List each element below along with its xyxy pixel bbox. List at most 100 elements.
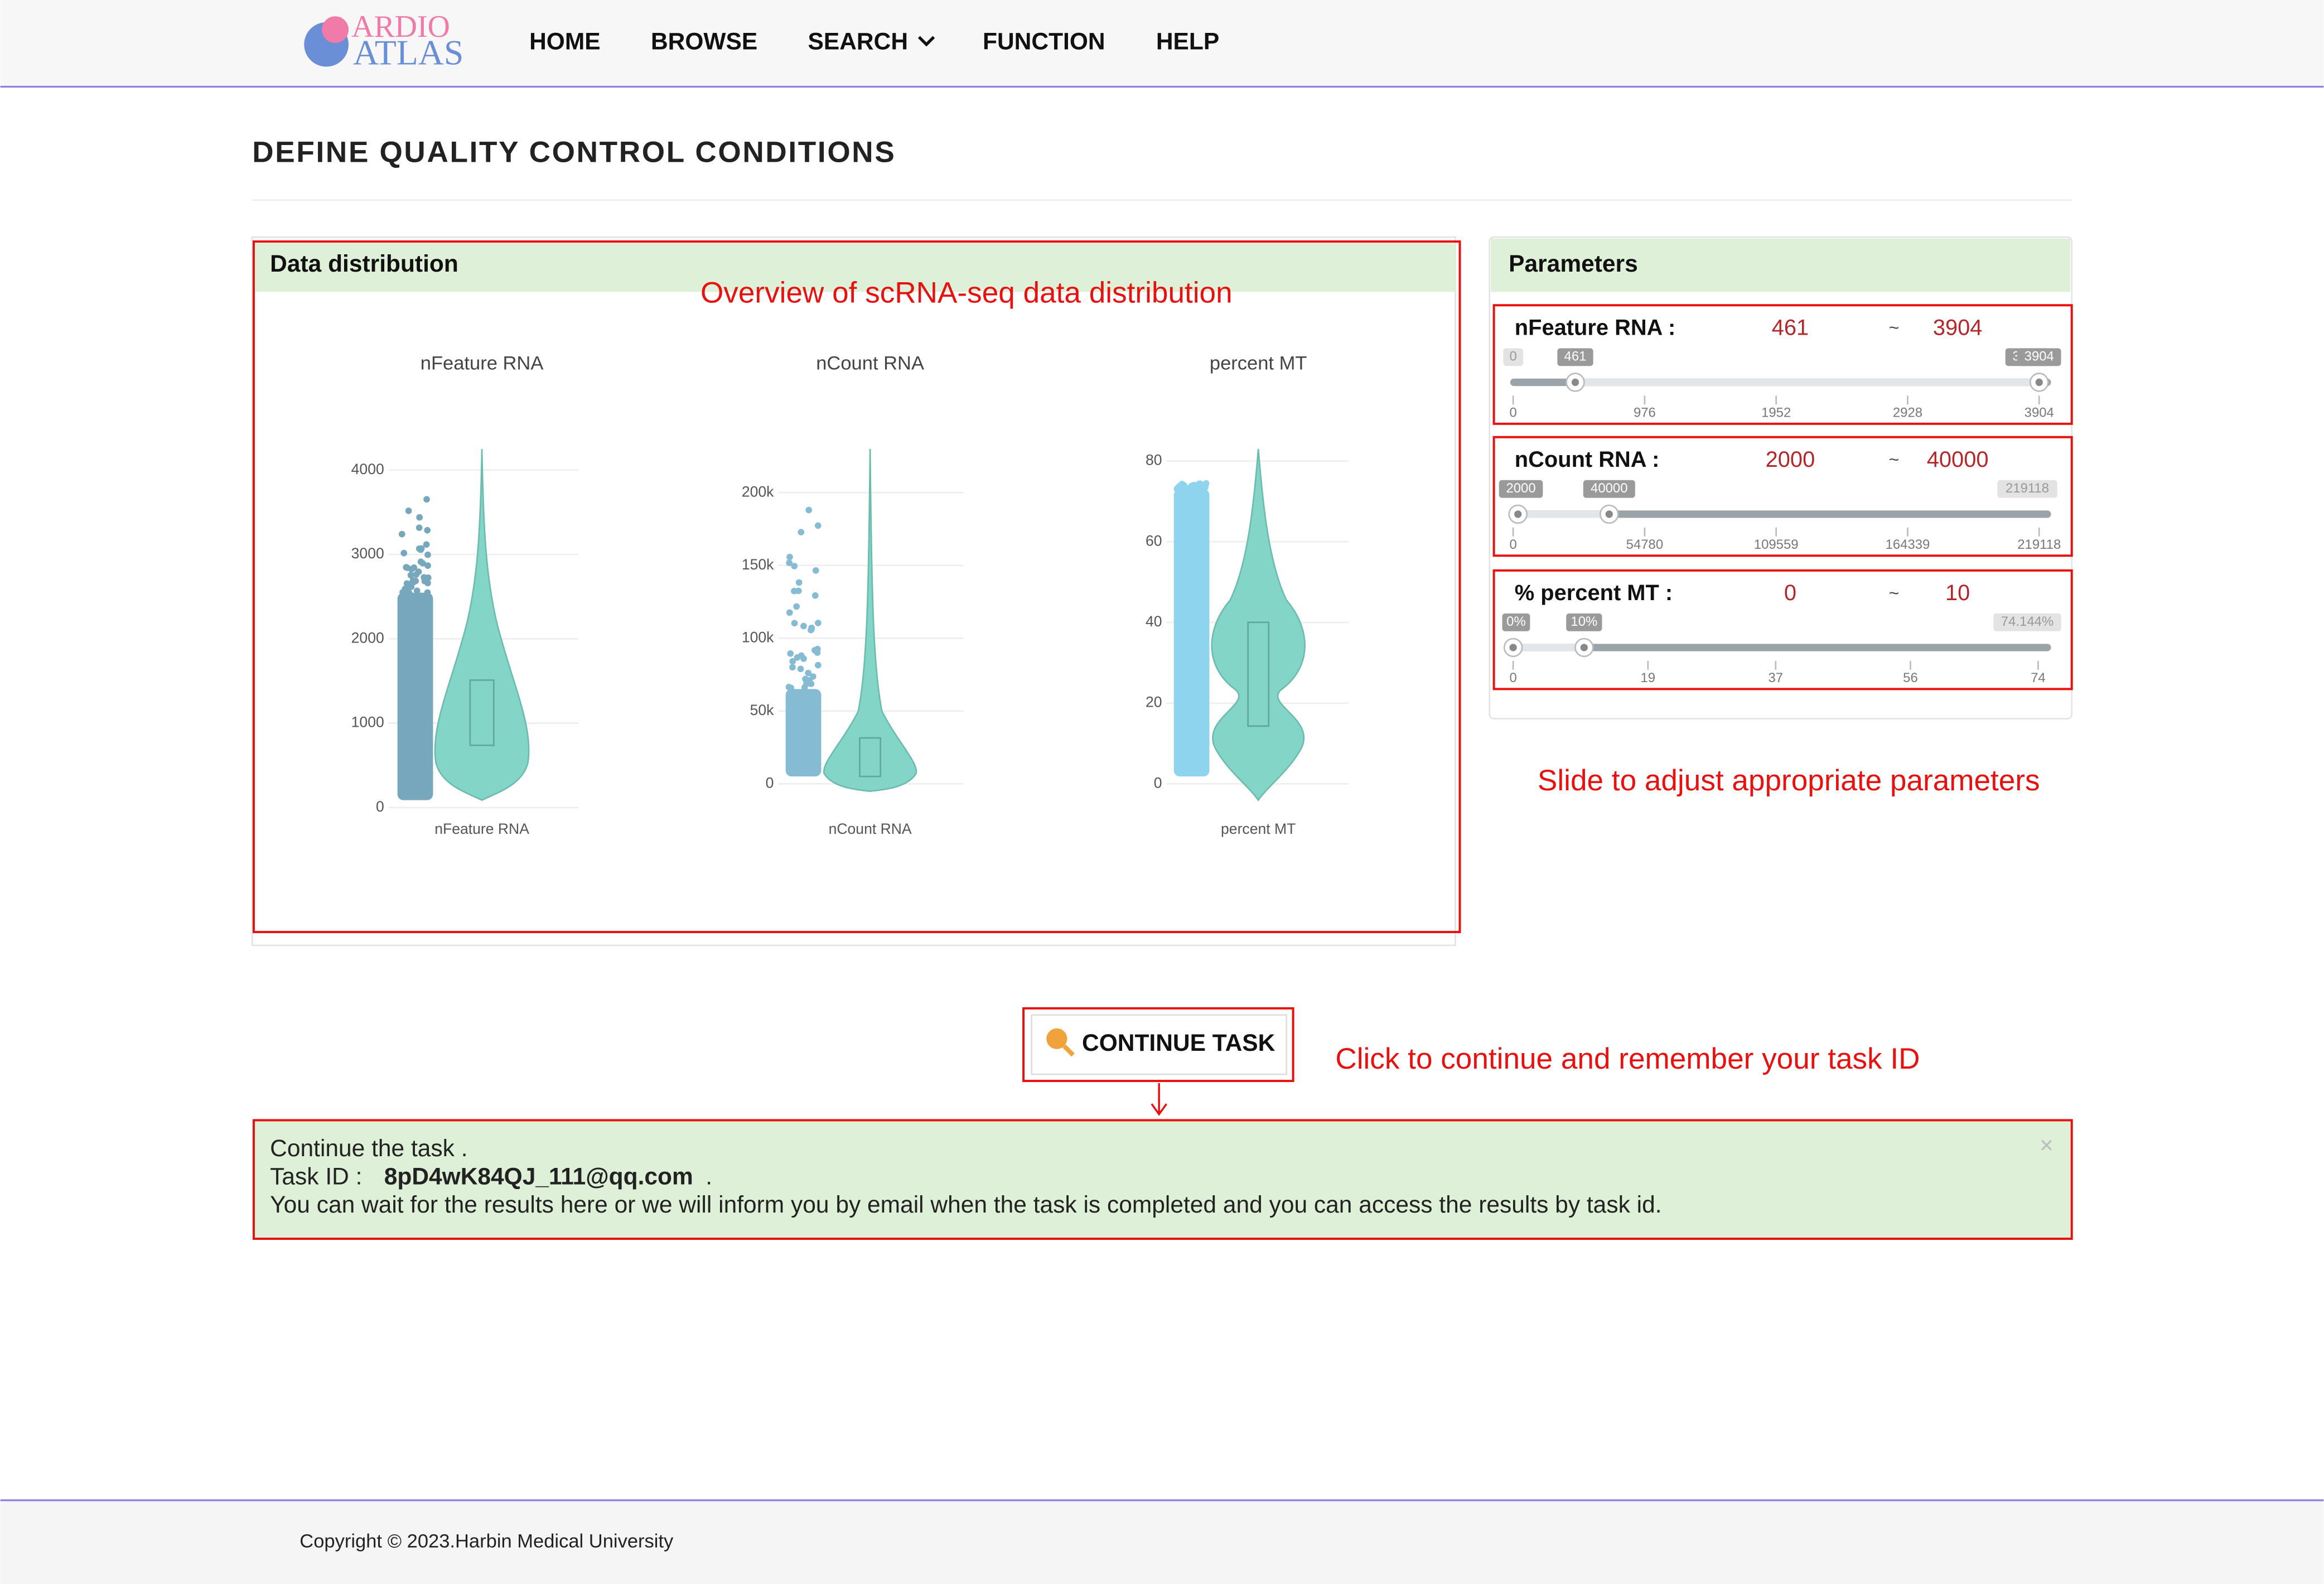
jitter-point [814, 620, 822, 626]
slider-low-badge [1557, 348, 1593, 366]
nav-item[interactable]: FUNCTION [983, 28, 1105, 55]
slider-tick-label: 56 [1903, 670, 1918, 685]
jitter-point [1175, 485, 1182, 492]
jitter-point [404, 589, 411, 596]
range-separator: ~ [1889, 450, 1900, 470]
violin [1211, 448, 1306, 801]
jitter-point [789, 664, 796, 671]
slider-low-label: 2000 [1506, 481, 1535, 496]
y-tick-label: 100k [742, 629, 774, 645]
task-id-label: Task ID : [270, 1163, 362, 1190]
jitter-point [808, 624, 815, 631]
annotation: Overview of scRNA-seq data distribution [700, 277, 1233, 310]
range-separator: ~ [1889, 583, 1900, 603]
sliders: nFeature RNA : 461 ~3904 0 976 1952 2928 3904 0 3… [1492, 304, 2073, 690]
button-icon[interactable] [1046, 1028, 1067, 1049]
range-low: 2000 [1766, 447, 1815, 472]
y-tick-label: 2000 [351, 629, 384, 646]
y-tick-label: 3000 [351, 545, 384, 562]
nav-item[interactable]: HOME [529, 28, 601, 55]
y-tick-label: 50k [750, 702, 775, 718]
y-tick-label: 0 [766, 774, 774, 791]
jitter-point [424, 562, 431, 569]
slider-handle-dot [1571, 378, 1579, 387]
jitter-point [789, 658, 796, 665]
y-tick-label: 80 [1146, 452, 1162, 469]
y-tick-label: 40 [1146, 613, 1162, 630]
slider-tick-label: 3904 [2025, 405, 2054, 421]
range-separator: ~ [1889, 317, 1900, 337]
continue-button[interactable] [1031, 1014, 1287, 1075]
jitter-point [424, 551, 431, 558]
y-tick-label: 60 [1146, 532, 1162, 549]
violin-box [469, 679, 495, 746]
jitter-point [791, 587, 798, 595]
highlight-box [1492, 436, 2073, 557]
slider-high-label: 10% [1571, 614, 1597, 629]
violin-box [859, 737, 882, 777]
jitter-point [791, 620, 798, 627]
slider-track [1510, 644, 2051, 651]
slider-tick-label: 1952 [1761, 405, 1791, 421]
y-tick-label: 4000 [351, 461, 384, 477]
jitter-point [800, 655, 807, 662]
panel-title: Data distribution [270, 251, 458, 277]
range-high: 10 [1945, 581, 1970, 605]
nav-item[interactable]: HELP [1156, 28, 1219, 55]
slider-tick-label: 54780 [1626, 537, 1663, 552]
jitter-point [797, 665, 804, 673]
logo-bottom[interactable]: ATLAS [353, 33, 463, 73]
slider-max-label: 219118 [2006, 481, 2049, 496]
jitter-point [405, 507, 412, 514]
violin-box [1247, 621, 1270, 727]
nav-item[interactable]: SEARCH [808, 28, 908, 55]
button-label[interactable]: CONTINUE TASK [1082, 1030, 1275, 1056]
annotation: Click to continue and remember your task… [1335, 1042, 1920, 1075]
dropdown-icon[interactable] [917, 36, 935, 47]
jitter-point [785, 683, 793, 690]
slider-range [1575, 378, 2040, 387]
close-button[interactable]: × [2040, 1133, 2054, 1159]
slider-tick-label: 109559 [1754, 537, 1799, 552]
slider-tick-label: 2928 [1893, 405, 1922, 421]
alert-text: . [706, 1163, 712, 1190]
jitter-point [417, 546, 424, 553]
logo-heart [322, 16, 349, 44]
slider-high-badge [1566, 613, 1602, 631]
slider-high-badge [2017, 348, 2061, 366]
x-axis-label: nCount RNA [829, 820, 912, 837]
slider-max-badge [1993, 613, 2061, 631]
jitter-point [809, 673, 816, 680]
y-tick-label: 20 [1146, 694, 1162, 711]
slider-range [1513, 644, 1584, 651]
slider-track [1510, 510, 2051, 518]
x-axis-label: nFeature RNA [434, 820, 529, 837]
jitter-point [795, 579, 803, 586]
annotation: Slide to adjust appropriate parameters [1538, 764, 2040, 797]
y-tick-label: 0 [376, 798, 384, 815]
jitter-point [417, 558, 424, 566]
jitter-strip [397, 592, 433, 800]
slider-high-label: 40000 [1591, 481, 1627, 496]
nav-item[interactable]: BROWSE [651, 28, 757, 55]
slider-tick-label: 976 [1634, 405, 1656, 421]
violin [434, 448, 530, 801]
x-axis-label: percent MT [1221, 820, 1296, 837]
slider-tick-label: 37 [1768, 670, 1783, 685]
button-icon[interactable] [1062, 1044, 1075, 1057]
slider-low-label: 0% [1506, 614, 1526, 629]
range-high: 3904 [1933, 315, 1983, 340]
logo-top[interactable]: ARDIO [351, 9, 450, 44]
jitter-strip [1173, 489, 1210, 777]
slider-label: nFeature RNA : [1515, 315, 1676, 340]
task-id: 8pD4wK84QJ_111@qq.com [384, 1163, 693, 1190]
navbar [0, 0, 2324, 86]
jitter-point [400, 549, 408, 557]
jitter-point [403, 580, 410, 587]
jitter-point [787, 650, 794, 657]
jitter-point [424, 527, 431, 534]
jitter-point [399, 589, 406, 596]
